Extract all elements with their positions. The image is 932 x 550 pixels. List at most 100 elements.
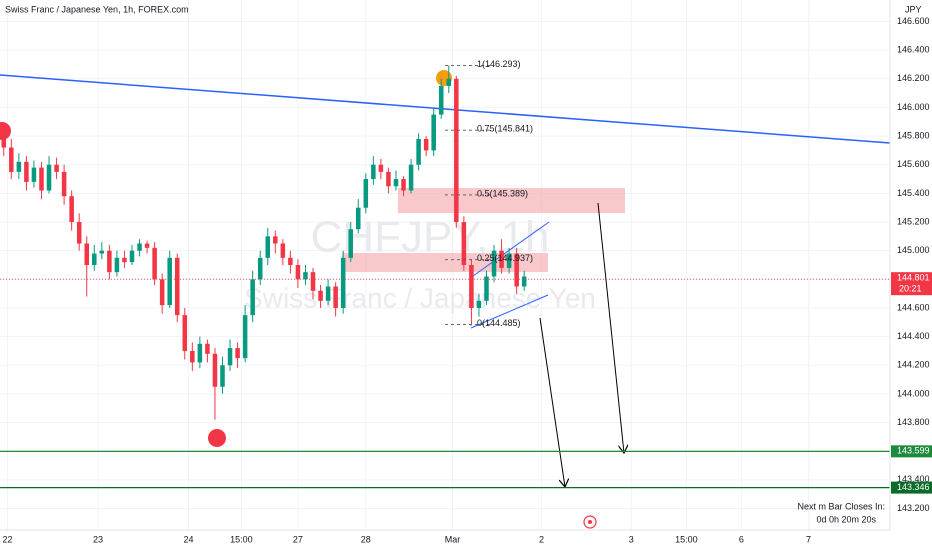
candle-body bbox=[84, 243, 89, 265]
candle-body bbox=[333, 286, 338, 308]
candle-body bbox=[1, 136, 7, 148]
candle-body bbox=[506, 253, 512, 268]
level-price-label: 143.599 bbox=[897, 446, 930, 456]
x-tick-label: 27 bbox=[293, 534, 303, 544]
target-icon bbox=[588, 520, 592, 524]
trend-line bbox=[0, 74, 891, 144]
bar-timer-value: 0d 0h 20m 20s bbox=[816, 514, 876, 524]
y-tick-label: 145.400 bbox=[897, 188, 930, 198]
candle-body bbox=[348, 229, 353, 258]
signal-dot bbox=[0, 122, 11, 140]
candle-body bbox=[250, 279, 255, 316]
candle-body bbox=[318, 290, 323, 301]
arrow bbox=[597, 202, 624, 453]
candle-body bbox=[61, 171, 67, 197]
candle-body bbox=[144, 243, 150, 248]
fib-label: 0.5(145.389) bbox=[477, 188, 528, 198]
channel-line bbox=[470, 294, 549, 329]
candle-body bbox=[514, 253, 519, 287]
x-tick-label: 23 bbox=[93, 534, 103, 544]
candle-body bbox=[137, 243, 142, 251]
candle-body bbox=[408, 164, 414, 191]
candle-body bbox=[24, 161, 29, 182]
candle-body bbox=[340, 257, 346, 308]
candle-body bbox=[257, 257, 263, 280]
fib-label: 1(146.293) bbox=[477, 59, 521, 69]
candle-body bbox=[99, 250, 105, 254]
candle-body bbox=[46, 164, 52, 191]
candle-body bbox=[288, 257, 293, 265]
y-tick-label: 145.000 bbox=[897, 245, 930, 255]
candle-body bbox=[16, 161, 22, 172]
candle-body bbox=[242, 315, 248, 359]
candle-body bbox=[521, 276, 527, 287]
x-tick-label: 15:00 bbox=[675, 534, 698, 544]
candle-body bbox=[122, 257, 127, 263]
candle-body bbox=[484, 276, 489, 301]
candle-body bbox=[310, 272, 316, 291]
candle-body bbox=[9, 147, 14, 172]
x-tick-label: 2 bbox=[539, 534, 544, 544]
candle-body bbox=[325, 286, 331, 301]
arrow bbox=[539, 317, 565, 487]
candle-body bbox=[167, 257, 172, 306]
candle-body bbox=[280, 243, 286, 258]
x-tick-label: 15:00 bbox=[230, 534, 253, 544]
channel-line bbox=[472, 221, 550, 277]
candle-body bbox=[461, 222, 467, 265]
candle-body bbox=[69, 196, 74, 223]
chart-title: Swiss Franc / Japanese Yen, 1h, FOREX.co… bbox=[5, 4, 189, 14]
bar-timer-title: Next m Bar Closes In: bbox=[797, 501, 885, 511]
candle-body bbox=[476, 300, 482, 308]
candle-body bbox=[491, 250, 497, 277]
x-tick-label: 24 bbox=[184, 534, 194, 544]
x-tick-label: 28 bbox=[361, 534, 371, 544]
y-tick-label: 143.400 bbox=[897, 474, 930, 484]
candle-body bbox=[235, 348, 240, 359]
candle-body bbox=[31, 167, 37, 182]
candle-body bbox=[356, 207, 361, 230]
candle-body bbox=[92, 253, 97, 265]
y-tick-label: 144.000 bbox=[897, 388, 930, 398]
candle-body bbox=[227, 348, 233, 366]
x-tick-label: 22 bbox=[3, 534, 13, 544]
candle-body bbox=[182, 315, 188, 351]
candle-body bbox=[197, 343, 203, 363]
candle-body bbox=[416, 138, 421, 165]
fib-label: 0.25(144.937) bbox=[477, 253, 533, 263]
y-tick-label: 146.600 bbox=[897, 16, 930, 26]
candle-body bbox=[393, 179, 399, 187]
supply-zone bbox=[342, 253, 548, 272]
x-tick-label: 7 bbox=[806, 534, 811, 544]
candle-body bbox=[446, 78, 452, 86]
y-tick-label: 144.400 bbox=[897, 331, 930, 341]
y-tick-label: 143.200 bbox=[897, 503, 930, 513]
candle-body bbox=[107, 250, 112, 273]
candle-body bbox=[273, 236, 278, 244]
level-price-box bbox=[891, 481, 932, 494]
candle-body bbox=[499, 250, 504, 268]
candle-body bbox=[454, 78, 459, 223]
countdown: 20:21 bbox=[899, 284, 922, 294]
y-tick-label: 146.000 bbox=[897, 102, 930, 112]
candle-body bbox=[39, 167, 44, 191]
y-tick-label: 144.600 bbox=[897, 302, 930, 312]
candle-body bbox=[76, 222, 82, 244]
candle-body bbox=[152, 247, 157, 280]
candle-body bbox=[54, 164, 59, 172]
last-price-label: 144.801 bbox=[897, 273, 930, 283]
candle-body bbox=[220, 365, 225, 387]
y-tick-label: 145.200 bbox=[897, 216, 930, 226]
candle-body bbox=[174, 257, 180, 316]
candle-body bbox=[469, 265, 474, 308]
candle-body bbox=[114, 257, 120, 273]
y-tick-label: 145.800 bbox=[897, 130, 930, 140]
candle-body bbox=[190, 350, 195, 363]
y-tick-label: 145.600 bbox=[897, 159, 930, 169]
candle-body bbox=[423, 138, 429, 151]
candle-body bbox=[386, 171, 391, 187]
candle-body bbox=[129, 250, 135, 263]
signal-dot bbox=[208, 429, 226, 447]
